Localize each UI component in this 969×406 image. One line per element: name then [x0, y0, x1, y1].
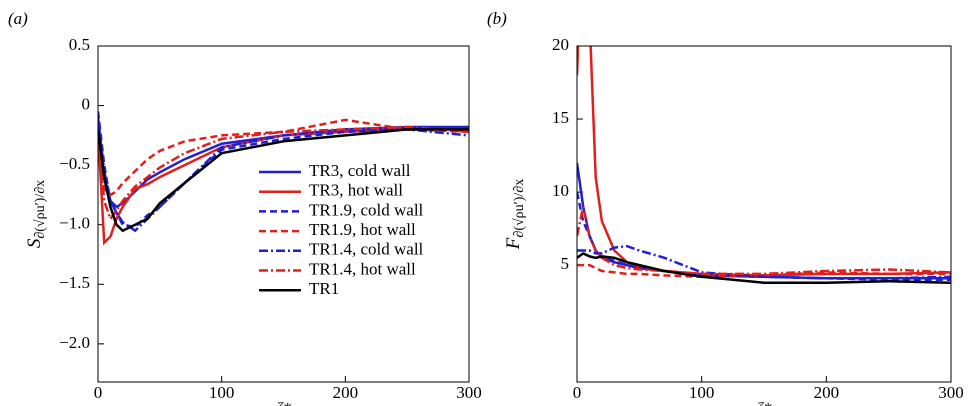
series-line	[98, 128, 469, 246]
series-line	[98, 128, 469, 233]
y-tick-label: 0.5	[69, 35, 90, 54]
series-line	[577, 162, 951, 280]
x-tick-label: 200	[814, 383, 840, 402]
y-axis-label: F∂(√ρu′)/∂x	[503, 179, 527, 250]
y-tick-label: 20	[552, 35, 569, 54]
series-line	[577, 206, 951, 276]
y-tick-label: 10	[552, 181, 569, 200]
plot-frame	[576, 45, 952, 383]
x-tick-label: 300	[938, 383, 964, 402]
series-line	[98, 125, 469, 222]
y-tick-label: −1.5	[59, 273, 90, 292]
x-tick-label: 200	[333, 383, 359, 402]
y-axis-label-sub: ∂(√ρu′)/∂x	[33, 180, 48, 239]
y-axis-label: S∂(√ρu′)/∂x	[24, 180, 48, 248]
series-line	[577, 263, 951, 279]
y-axis-label-main: F	[503, 237, 524, 250]
legend-label: TR1	[309, 279, 339, 298]
legend-label: TR3, cold wall	[309, 161, 411, 180]
legend-label: TR1.9, cold wall	[309, 200, 424, 219]
legend-label: TR1.4, cold wall	[309, 240, 424, 259]
y-axis-label-text: F∂(√ρu′)/∂x	[503, 179, 527, 250]
x-tick-label: 300	[456, 383, 482, 402]
x-tick-label: 0	[94, 383, 103, 402]
y-tick-label: 15	[552, 108, 569, 127]
series-line	[577, 191, 951, 281]
x-tick-label: 0	[573, 383, 582, 402]
series-line	[577, 46, 951, 277]
y-axis-label-main: S	[24, 238, 45, 248]
y-tick-label: 0	[82, 94, 91, 113]
y-tick-label: −2.0	[59, 333, 90, 352]
y-tick-label: −1.0	[59, 214, 90, 233]
legend-label: TR1.4, hot wall	[309, 259, 416, 278]
panel-label: (a)	[8, 9, 28, 28]
x-axis-label: ζ*	[756, 399, 772, 406]
legend-label: TR1.9, hot wall	[309, 220, 416, 239]
y-tick-label: 5	[561, 254, 570, 273]
y-axis-label-text: S∂(√ρu′)/∂x	[24, 180, 48, 248]
series-line	[577, 244, 951, 280]
legend-label: TR3, hot wall	[309, 181, 403, 200]
x-tick-label: 100	[689, 383, 715, 402]
panel-label: (b)	[487, 9, 507, 28]
series-line	[577, 251, 951, 284]
y-tick-label: −0.5	[59, 154, 90, 173]
plot-frame	[97, 45, 470, 383]
series-line	[98, 118, 469, 197]
y-axis-label-sub: ∂(√ρu′)/∂x	[512, 179, 527, 238]
x-tick-label: 100	[209, 383, 235, 402]
x-axis-label: ζ*	[276, 399, 292, 406]
